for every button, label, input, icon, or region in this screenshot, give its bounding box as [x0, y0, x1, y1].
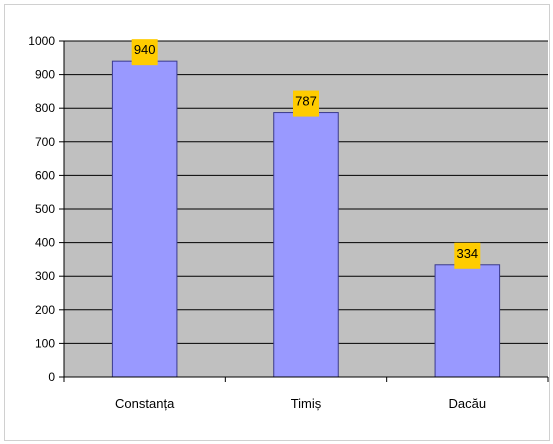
y-tick-label: 100	[35, 336, 55, 350]
bar-2	[273, 112, 339, 378]
y-tick-label: 600	[35, 168, 55, 182]
y-tick-label: 700	[35, 135, 55, 149]
x-category-label: Constanța	[115, 396, 175, 411]
bar-3	[434, 264, 501, 378]
y-tick-label: 1000	[28, 34, 55, 48]
data-label-background	[454, 242, 481, 269]
data-label: 787	[295, 94, 317, 109]
bars	[111, 60, 501, 378]
y-tick-label: 500	[35, 202, 55, 216]
x-category-label: Dacău	[449, 396, 487, 411]
data-label: 334	[456, 246, 478, 261]
y-tick-label: 0	[48, 370, 55, 384]
y-tick-label: 800	[35, 101, 55, 115]
y-tick-label: 200	[35, 303, 55, 317]
data-label: 940	[134, 42, 156, 57]
x-axis-labels: Constanța Timiș Dacău	[115, 396, 486, 411]
data-label-background	[293, 90, 319, 117]
y-axis-ticks: 0 100 200 300 400 500 600 700 800 900 1000	[28, 34, 64, 384]
y-tick-label: 900	[35, 68, 55, 82]
y-tick-label: 300	[35, 269, 55, 283]
y-tick-label: 400	[35, 236, 55, 250]
bar-1	[111, 60, 178, 378]
data-labels: 940 787 334	[131, 39, 481, 269]
x-category-label: Timiș	[291, 396, 322, 411]
data-label-background	[131, 39, 158, 66]
